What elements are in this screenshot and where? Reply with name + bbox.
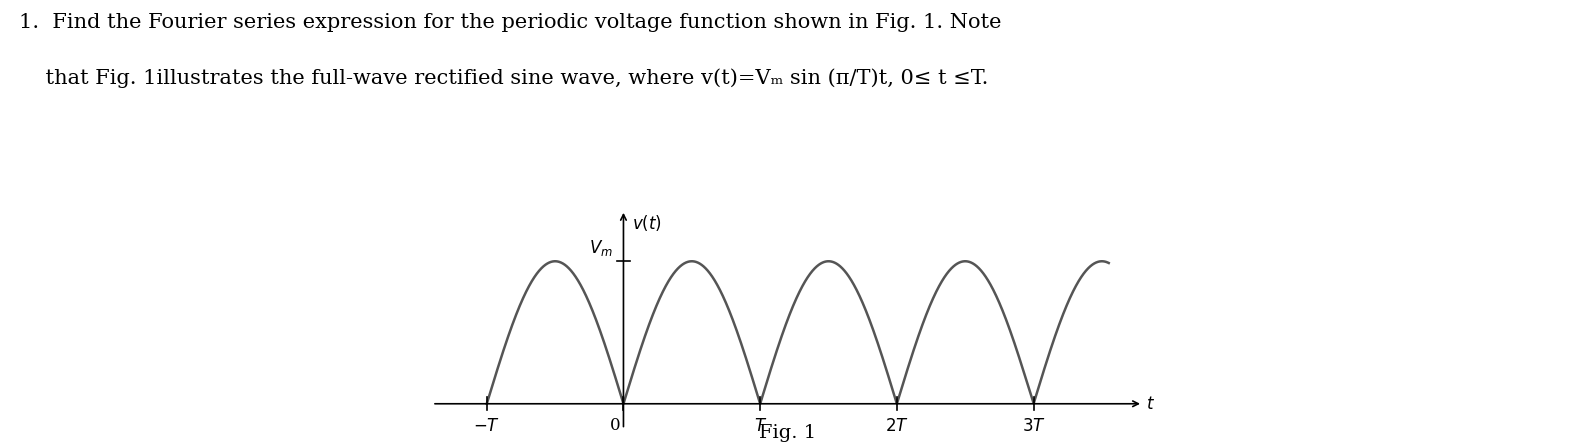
Text: $T$: $T$ [753, 416, 767, 435]
Text: $-T$: $-T$ [472, 416, 501, 435]
Text: $V_m$: $V_m$ [589, 238, 613, 258]
Text: 1.  Find the Fourier series expression for the periodic voltage function shown i: 1. Find the Fourier series expression fo… [19, 13, 1002, 32]
Text: $v(t)$: $v(t)$ [632, 213, 662, 233]
Text: $t$: $t$ [1145, 395, 1154, 413]
Text: $3T$: $3T$ [1022, 416, 1046, 435]
Text: $2T$: $2T$ [885, 416, 909, 435]
Text: that Fig. 1illustrates the full-wave rectified sine wave, where v(t)=Vₘ sin (π/T: that Fig. 1illustrates the full-wave rec… [19, 69, 988, 88]
Text: 0: 0 [610, 416, 621, 434]
Text: Fig. 1: Fig. 1 [759, 424, 816, 442]
